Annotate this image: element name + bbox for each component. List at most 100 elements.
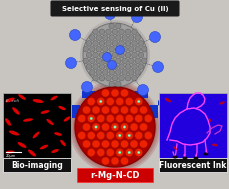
Circle shape [115,70,120,75]
Circle shape [118,75,124,81]
Circle shape [96,149,104,156]
Circle shape [99,29,104,35]
Circle shape [71,83,158,171]
Circle shape [95,58,101,64]
Circle shape [102,58,108,64]
Circle shape [115,81,120,87]
Ellipse shape [58,106,65,110]
Circle shape [99,100,102,103]
Circle shape [86,52,91,58]
Circle shape [120,157,128,165]
FancyBboxPatch shape [3,158,71,172]
Circle shape [115,58,120,64]
Circle shape [115,115,123,122]
Circle shape [111,123,118,131]
Circle shape [128,58,134,64]
Circle shape [109,35,114,40]
Circle shape [107,60,116,70]
Circle shape [137,100,139,103]
Ellipse shape [54,132,62,136]
Circle shape [134,46,140,52]
Circle shape [149,32,160,43]
Circle shape [131,29,137,35]
Text: r-Mg-N-CD: r-Mg-N-CD [90,170,139,180]
Circle shape [120,106,128,114]
Circle shape [105,29,111,35]
Circle shape [139,106,147,114]
Circle shape [134,115,142,122]
Ellipse shape [28,149,36,156]
Circle shape [102,53,111,61]
Circle shape [128,46,134,52]
Circle shape [129,140,137,148]
Circle shape [131,64,137,69]
Polygon shape [82,91,147,115]
Circle shape [104,9,115,19]
Circle shape [96,132,104,139]
Circle shape [87,149,95,156]
Circle shape [118,134,120,137]
Circle shape [86,64,91,69]
Circle shape [109,23,114,29]
Circle shape [138,64,143,69]
Circle shape [75,87,154,167]
Circle shape [134,149,142,156]
Circle shape [138,52,143,58]
Circle shape [92,140,100,148]
Circle shape [106,149,114,156]
Circle shape [102,70,108,75]
Circle shape [125,52,130,58]
Circle shape [113,126,116,128]
Ellipse shape [51,149,59,153]
Circle shape [69,81,160,173]
Circle shape [102,35,108,40]
Circle shape [82,123,90,131]
Ellipse shape [193,156,198,160]
Circle shape [92,41,98,46]
Circle shape [109,58,114,64]
Circle shape [90,117,92,120]
Circle shape [105,41,111,46]
Circle shape [89,70,95,75]
Circle shape [77,115,85,122]
Circle shape [127,134,130,137]
Ellipse shape [60,140,65,146]
Circle shape [106,98,114,105]
Ellipse shape [33,99,43,103]
Circle shape [125,149,133,156]
Circle shape [106,115,114,122]
Ellipse shape [164,98,170,102]
Circle shape [99,41,104,46]
Circle shape [73,85,156,169]
Circle shape [92,64,98,69]
Circle shape [101,157,109,165]
Circle shape [99,52,104,58]
Circle shape [118,41,124,46]
Circle shape [121,46,127,52]
Circle shape [125,64,130,69]
Circle shape [101,106,109,114]
Circle shape [105,64,111,69]
Circle shape [127,151,130,154]
Circle shape [89,58,95,64]
Circle shape [92,106,100,114]
Polygon shape [149,100,169,118]
Circle shape [131,75,137,81]
Text: 20μm: 20μm [6,154,16,158]
Ellipse shape [182,156,187,160]
Ellipse shape [203,153,208,156]
Ellipse shape [18,94,26,100]
Circle shape [102,46,108,52]
Circle shape [109,70,114,75]
Circle shape [115,98,123,105]
Circle shape [95,70,101,75]
Circle shape [118,151,120,154]
Circle shape [120,123,128,131]
Circle shape [94,126,97,128]
Circle shape [141,58,146,64]
Circle shape [75,87,154,167]
Circle shape [144,132,152,139]
Circle shape [125,41,130,46]
Circle shape [118,64,124,69]
Ellipse shape [23,118,33,122]
